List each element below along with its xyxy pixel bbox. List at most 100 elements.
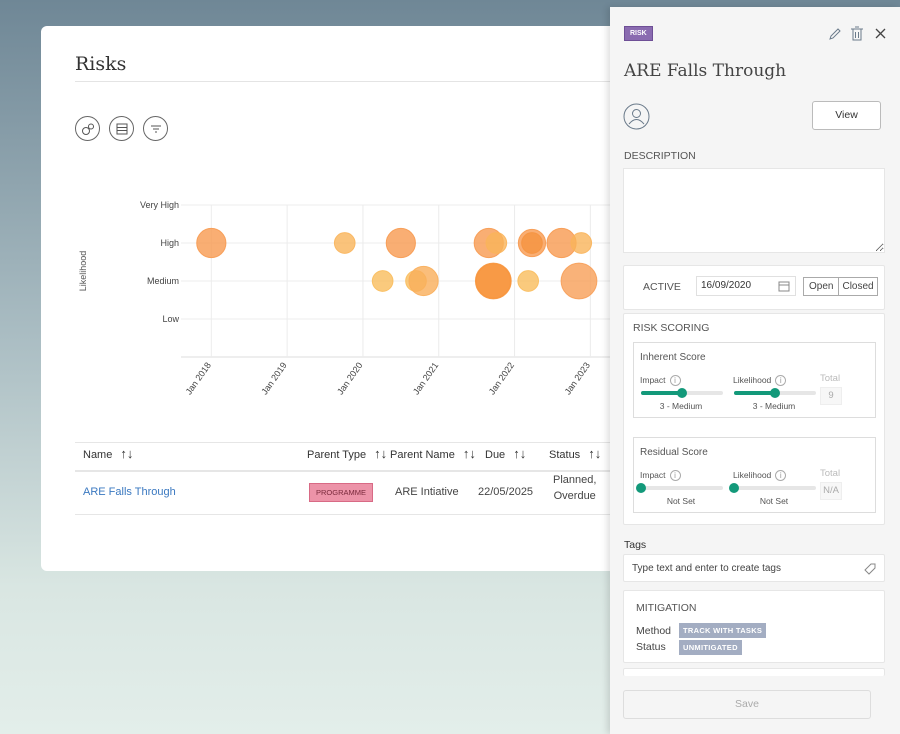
mitigation-status-badge: UNMITIGATED	[679, 640, 742, 655]
table-view-button[interactable]	[109, 116, 134, 141]
tags-placeholder: Type text and enter to create tags	[632, 563, 781, 574]
avatar-icon[interactable]	[623, 103, 650, 130]
risk-scoring-label: RISK SCORING	[633, 322, 710, 334]
column-label: Parent Type	[307, 449, 367, 461]
tags-input[interactable]: Type text and enter to create tags	[623, 554, 885, 582]
slider-label: Impact	[640, 470, 666, 480]
slider-label: Likelihood	[733, 470, 772, 480]
info-icon[interactable]: i	[669, 470, 681, 481]
sort-icon[interactable]: ↑↓	[462, 446, 476, 461]
status: Planned, Overdue	[553, 472, 596, 504]
likelihood-value: Not Set	[759, 496, 789, 506]
active-section: ACTIVE 16/09/2020 Open Closed	[623, 265, 885, 310]
view-button[interactable]: View	[812, 101, 881, 130]
slider-handle[interactable]	[677, 388, 687, 398]
sort-icon[interactable]: ↑↓	[120, 446, 134, 461]
x-tick-label: Jan 2021	[411, 360, 440, 396]
risks-card: Risks Likelihood Low Medium High Very High J…	[41, 26, 641, 571]
risk-bubble	[385, 227, 416, 259]
slider-fill	[641, 391, 682, 395]
divider	[75, 81, 615, 82]
total-value: N/A	[820, 482, 842, 500]
due-date: 22/05/2025	[478, 486, 534, 498]
y-tick-label: Medium	[147, 276, 179, 286]
impact-slider[interactable]	[641, 388, 723, 398]
sort-icon[interactable]: ↑↓	[513, 446, 527, 461]
total-label: Total	[820, 468, 841, 479]
column-header-due[interactable]: Due ↑↓	[485, 446, 526, 461]
likelihood-slider[interactable]	[734, 388, 816, 398]
closed-button[interactable]: Closed	[842, 281, 874, 292]
likelihood-label: Likelihood i	[733, 470, 787, 481]
method-badge: TRACK WITH TASKS	[679, 623, 767, 638]
risk-title: ARE Falls Through	[624, 61, 787, 81]
close-icon[interactable]	[874, 27, 887, 40]
x-tick-label: Jan 2022	[487, 360, 516, 396]
impact-value: 3 - Medium	[659, 401, 703, 411]
x-tick-label: Jan 2018	[184, 360, 213, 396]
edit-icon[interactable]	[828, 27, 842, 41]
risk-bubble	[333, 232, 356, 254]
column-header-status[interactable]: Status ↑↓	[549, 446, 601, 461]
risk-badge: RISK	[624, 26, 653, 41]
column-label: Parent Name	[390, 449, 455, 461]
save-button[interactable]: Save	[623, 690, 871, 719]
risk-bubble	[560, 262, 598, 300]
page-title: Risks	[75, 53, 127, 75]
filter-button[interactable]	[143, 116, 168, 141]
divider	[75, 442, 615, 443]
slider-fill	[734, 391, 775, 395]
status-label: Status	[636, 641, 666, 653]
score-title: Inherent Score	[640, 352, 706, 363]
column-label: Due	[485, 449, 506, 461]
y-axis-label: Likelihood	[78, 251, 88, 292]
info-icon[interactable]: i	[669, 375, 681, 386]
date-value: 16/09/2020	[701, 280, 752, 291]
column-header-name[interactable]: Name ↑↓	[83, 446, 133, 461]
slider-handle[interactable]	[729, 483, 739, 493]
risk-detail-panel: RISK ARE Falls Through View DESCRIPTION …	[610, 7, 900, 734]
column-header-parent-name[interactable]: Parent Name ↑↓	[390, 446, 476, 461]
slider-handle[interactable]	[636, 483, 646, 493]
parent-type-badge: PROGRAMME	[309, 483, 374, 502]
total-label: Total	[820, 373, 841, 384]
next-section	[623, 668, 885, 676]
risk-bubble	[485, 232, 508, 254]
delete-icon[interactable]	[850, 26, 864, 41]
x-tick-label: Jan 2019	[259, 360, 288, 396]
score-title: Residual Score	[640, 447, 708, 458]
sort-icon[interactable]: ↑↓	[588, 446, 602, 461]
divider	[75, 514, 615, 515]
likelihood-slider[interactable]	[729, 483, 816, 493]
impact-label: Impact i	[640, 470, 681, 481]
calendar-icon[interactable]	[778, 280, 790, 292]
description-label: DESCRIPTION	[624, 150, 696, 162]
divider	[75, 470, 615, 472]
x-tick-label: Jan 2020	[335, 360, 364, 396]
risk-bubble	[475, 263, 511, 299]
sort-icon[interactable]: ↑↓	[374, 446, 388, 461]
risk-name-link[interactable]: ARE Falls Through	[83, 486, 176, 498]
risk-scoring-section: RISK SCORING Inherent Score Impact i 3 - …	[623, 313, 885, 525]
info-icon[interactable]: i	[775, 470, 787, 481]
y-tick-label: Low	[162, 314, 179, 324]
slider-handle[interactable]	[770, 388, 780, 398]
impact-value: Not Set	[666, 496, 696, 506]
tag-icon	[864, 563, 876, 575]
bubble-view-button[interactable]	[75, 116, 100, 141]
impact-slider[interactable]	[636, 483, 723, 493]
active-date-input[interactable]: 16/09/2020	[696, 276, 796, 296]
risk-bubble-chart: Likelihood Low Medium High Very High Jan 201…	[78, 200, 641, 396]
description-input[interactable]	[623, 168, 885, 253]
residual-score-box: Residual Score Impact i Not Set Likelihoo…	[633, 437, 876, 513]
open-button[interactable]: Open	[804, 278, 840, 295]
column-label: Name	[83, 449, 113, 461]
inherent-score-box: Inherent Score Impact i 3 - Medium Likeli…	[633, 342, 876, 418]
info-icon[interactable]: i	[775, 375, 787, 386]
slider-label: Impact	[640, 375, 666, 385]
column-header-parent-type[interactable]: Parent Type ↑↓	[307, 446, 387, 461]
likelihood-value: 3 - Medium	[752, 401, 796, 411]
table-icon	[116, 123, 127, 134]
active-label: ACTIVE	[643, 281, 681, 293]
risk-bubble	[570, 232, 593, 254]
